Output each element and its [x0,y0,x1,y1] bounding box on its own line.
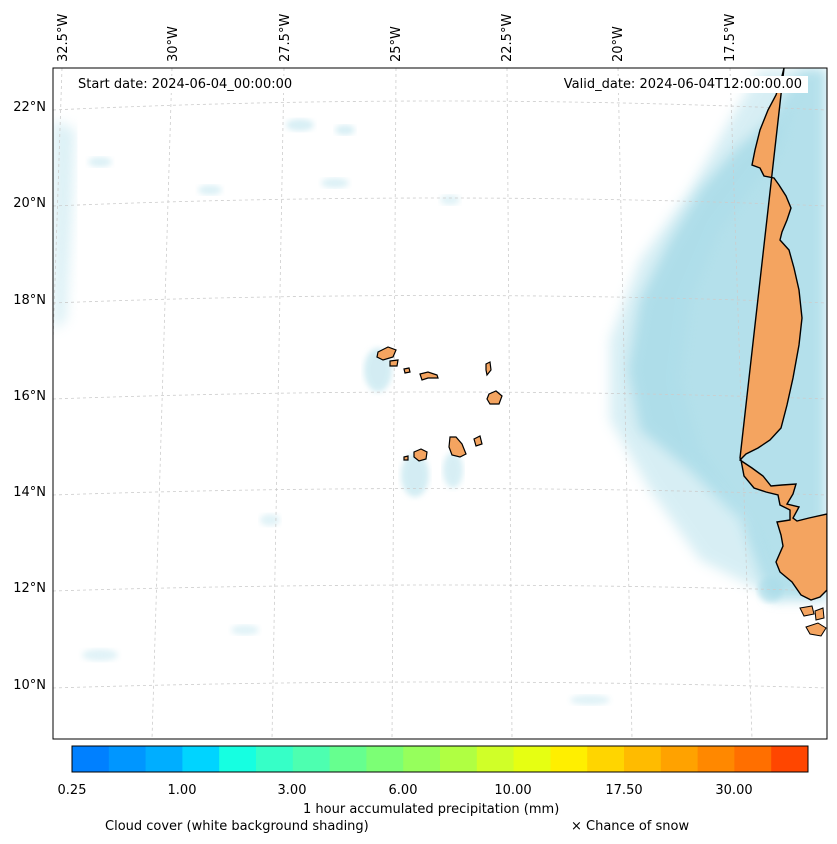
african-coast-land [738,68,827,601]
colorbar-segment [624,746,662,772]
colorbar-segment [182,746,220,772]
colorbar-segment [145,746,183,772]
colorbar-segment [108,746,147,772]
lat-label: 12°N [13,581,46,596]
meridian-27-5w [271,68,285,739]
colorbar-segment [771,746,809,772]
start-date-label: Start date: 2024-06-04_00:00:00 [72,76,299,93]
meridian-30w [151,68,173,739]
island-boa-vista [486,390,503,405]
lon-label: 32.5°W [56,14,71,62]
lon-label: 22.5°W [500,14,515,62]
latitude-labels: 22°N 20°N 18°N 16°N 14°N 12°N 10°N [13,100,46,693]
colorbar-segment [403,746,441,772]
cloud-patch-11 [440,195,460,205]
colorbar-segment [329,746,367,772]
colorbar-tick-label: 30.00 [715,783,753,798]
island-santiago [448,436,467,458]
island-santa-luzia [403,367,411,374]
cloud-patch-5 [321,178,349,188]
cloud-patch-island-south [401,453,429,497]
colorbar-frame [71,745,809,773]
lon-label: 20°W [611,26,626,62]
island-sao-vicente [389,359,399,367]
bijagos-island-3 [805,622,827,637]
colorbar-segment [476,746,515,772]
longitude-labels: 32.5°W 30°W 27.5°W 25°W 22.5°W 20°W 17.5… [56,14,738,62]
island-brava [403,455,409,461]
lat-label: 18°N [13,293,46,308]
colorbar-segment [366,746,404,772]
colorbar-segment [440,746,478,772]
lat-label: 10°N [13,678,46,693]
lat-label: 20°N [13,196,46,211]
cape-verde-islands [376,346,503,462]
island-santo-antao [376,346,397,361]
cloud-patch-6 [260,514,280,526]
cloud-patch-2 [335,125,355,135]
colorbar-segment [550,746,588,772]
cloud-cover-note: Cloud cover (white background shading) [105,819,369,834]
meridian-20w [617,68,633,739]
parallel-18n [53,295,827,304]
colorbar-segment [256,746,294,772]
parallel-16n [53,391,827,400]
meridian-17-5w [729,68,753,739]
colorbar-segment [587,746,625,772]
precipitation-colorbar [72,746,809,772]
colorbar-tick-label: 6.00 [388,783,418,798]
cloud-patch-island-south-2 [443,452,463,488]
cloud-patch-10 [758,578,782,602]
parallel-12n [53,584,827,592]
colorbar-title: 1 hour accumulated precipitation (mm) [303,802,560,817]
valid-date-label: Valid_date: 2024-06-04T12:00:00.00 [557,76,808,93]
cloud-band-outer [610,68,800,600]
snow-chance-note: × Chance of snow [571,819,690,834]
parallel-20n [53,197,827,207]
cloud-patch-8 [82,649,118,661]
bijagos-island-1 [799,605,815,617]
colorbar-segment [219,746,257,772]
lon-label: 30°W [166,26,181,62]
island-maio [473,435,483,447]
meridian-22-5w [506,68,513,739]
colorbar-tick-label: 0.25 [57,783,87,798]
lat-label: 14°N [13,485,46,500]
island-sal [485,361,492,377]
cloud-patch-9 [570,695,610,705]
lat-label: 16°N [13,389,46,404]
cloud-patch-3 [88,157,112,167]
colorbar-segment [660,746,699,772]
colorbar-tick-label: 17.50 [605,783,643,798]
parallel-14n [53,488,827,496]
colorbar-segment [734,746,772,772]
parallel-22n [53,100,827,111]
colorbar-tick-label: 10.00 [494,783,532,798]
graticule [53,68,827,739]
parallel-10n [53,681,827,689]
meridian-25w [391,68,397,739]
colorbar-segment [513,746,551,772]
colorbar-segment [292,746,331,772]
colorbar-segment [72,746,110,772]
colorbar-tick-label: 1.00 [167,783,197,798]
island-fogo [413,448,428,462]
colorbar-tick-label: 3.00 [277,783,307,798]
map-frame [52,67,828,740]
cloud-patch-1 [286,119,314,131]
lon-label: 27.5°W [278,14,293,62]
lon-label: 17.5°W [723,14,738,62]
lat-label: 22°N [13,100,46,115]
island-sao-nicolau [419,371,439,381]
bijagos-island-2 [814,607,825,621]
lon-label: 25°W [389,26,404,62]
colorbar-segment [697,746,735,772]
cloud-patch-7 [231,625,259,635]
cloud-patch-4 [198,185,222,195]
